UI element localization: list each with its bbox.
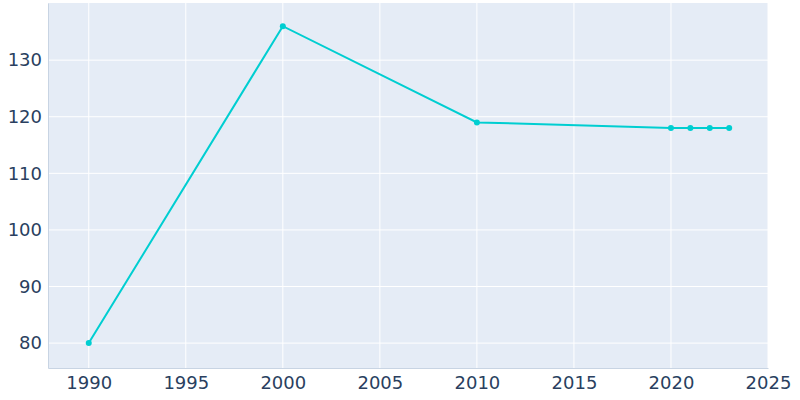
tick: 2000 [260,368,306,393]
grid-line-y [48,286,768,287]
tick: 130 [8,49,48,70]
tick: 2010 [454,368,500,393]
marks [86,23,732,346]
axis-line [49,368,769,369]
tick-label: 2010 [454,372,500,393]
tick-label: 2000 [260,372,306,393]
chart: 1990 1995 2000 2005 2010 2015 2020 2025 80 90 100 1… [0,0,800,400]
tick-label: 1995 [163,372,209,393]
tick: 2025 [746,368,792,393]
y-axis: 80 90 100 110 120 130 [8,4,49,369]
point [726,125,732,131]
grid-line-y [48,343,768,344]
tick: 2005 [357,368,403,393]
tick: 2020 [649,368,695,393]
tick-label: 120 [8,106,42,127]
tick-label: 90 [19,276,42,297]
tick: 120 [8,106,48,127]
grid-line-x [88,3,89,368]
grid-line-y [48,60,768,61]
tick-label: 110 [8,163,42,184]
plot-background [48,3,768,368]
tick: 1995 [163,368,209,393]
tick-label: 2005 [357,372,403,393]
grid-line-y [48,229,768,230]
grid-line-x [476,3,477,368]
point [86,340,92,346]
tick-label: 130 [8,49,42,70]
tick-label: 2025 [746,372,792,393]
grid-line-x [670,3,671,368]
plot: 1990 1995 2000 2005 2010 2015 2020 2025 80 90 100 1… [8,3,792,393]
tick-label: 1990 [66,372,112,393]
point [668,125,674,131]
grid-line-x [768,3,769,368]
tick: 110 [8,163,48,184]
grid-line-x [379,3,380,368]
axis-line [48,4,49,369]
point [687,125,693,131]
tick-label: 2015 [552,372,598,393]
tick: 80 [19,332,48,353]
tick: 90 [19,276,48,297]
tick: 100 [8,219,48,240]
tick-label: 100 [8,219,42,240]
tick-label: 80 [19,332,42,353]
tick: 2015 [552,368,598,393]
grid-line-x [282,3,283,368]
line [89,26,729,343]
grid [48,3,768,368]
x-axis: 1990 1995 2000 2005 2010 2015 2020 2025 [49,368,792,393]
grid-line-y [48,116,768,117]
tick-label: 2020 [649,372,695,393]
point [474,119,480,125]
grid-line-x [573,3,574,368]
point [707,125,713,131]
tick: 1990 [66,368,112,393]
point [280,23,286,29]
grid-line-y [48,173,768,174]
